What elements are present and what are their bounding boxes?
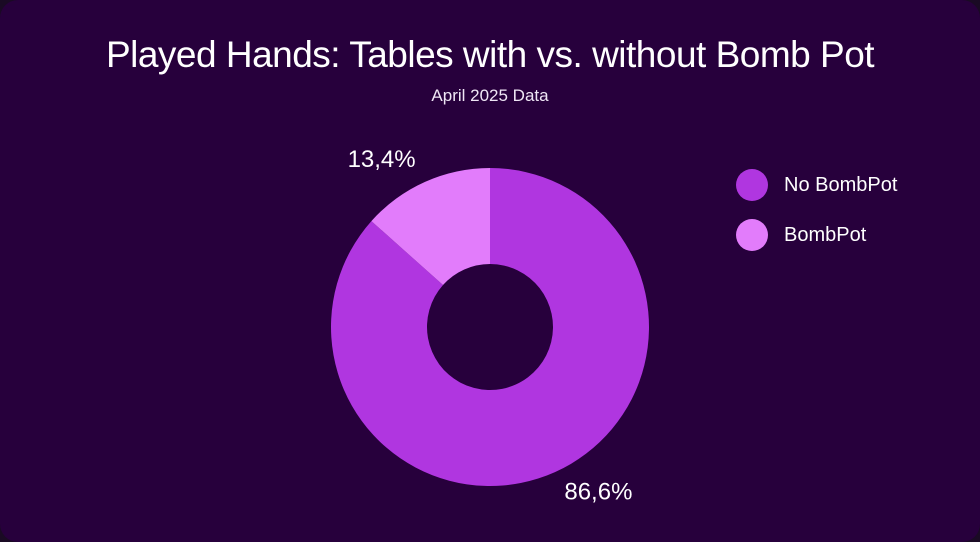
legend-swatch-bombpot: [736, 219, 768, 251]
data-label-bombpot: 13,4%: [348, 146, 416, 173]
legend-item-no-bombpot[interactable]: No BombPot: [736, 168, 897, 202]
data-label-no-bombpot: 86,6%: [564, 478, 632, 505]
donut-labels: 86,6% 13,4%: [348, 146, 633, 505]
legend-label-no-bombpot: No BombPot: [784, 173, 898, 196]
chart-subtitle: April 2025 Data: [431, 86, 549, 105]
legend-swatch-no-bombpot: [736, 169, 768, 201]
donut-slices: [330, 168, 649, 486]
slice-bombpot[interactable]: [371, 168, 490, 286]
legend-item-bombpot[interactable]: BombPot: [736, 218, 897, 252]
chart-title: Played Hands: Tables with vs. without Bo…: [105, 34, 875, 75]
chart-legend: No BombPot BombPot: [736, 168, 897, 268]
slice-no-bombpot[interactable]: [330, 168, 649, 486]
legend-label-bombpot: BombPot: [784, 223, 867, 246]
